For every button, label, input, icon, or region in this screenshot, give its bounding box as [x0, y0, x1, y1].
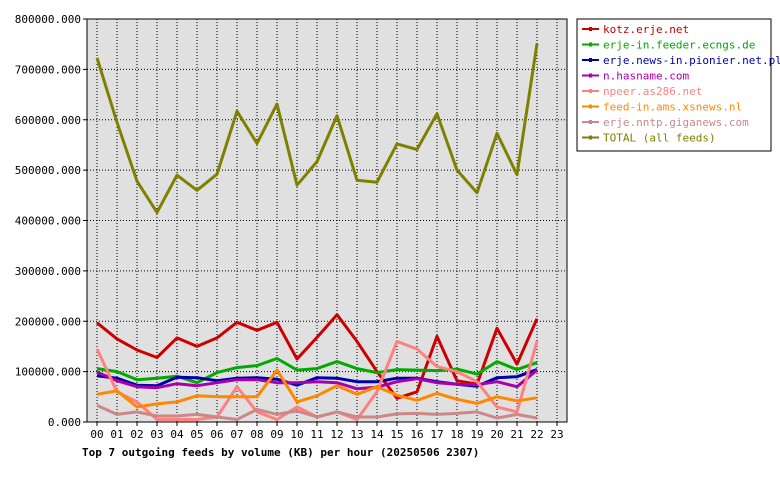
y-tick-label: 200000.000	[15, 315, 81, 328]
x-tick-label: 15	[390, 428, 403, 441]
legend-label: erje.news-in.pionier.net.pl	[603, 54, 780, 67]
x-tick-label: 04	[170, 428, 184, 441]
legend-label: n.hasname.com	[603, 70, 689, 83]
x-tick-label: 13	[350, 428, 363, 441]
legend-marker	[589, 135, 592, 140]
legend-marker	[589, 89, 592, 93]
x-tick-label: 10	[290, 428, 303, 441]
x-axis-ticks: 00 01 02 03 04 05 06 07 08 09 10 11 12 13 14 15 16 17 18 19…	[90, 422, 564, 441]
x-tick-label: 19	[470, 428, 483, 441]
y-tick-label: 800000.000	[15, 13, 81, 26]
y-tick-label: 600000.000	[15, 114, 81, 127]
y-tick-label: 300000.000	[15, 265, 81, 278]
series-line	[96, 313, 539, 400]
legend-box	[576, 18, 772, 152]
y-axis-ticks: 0.000 100000.000 200000.000 300000.000 40000…	[15, 13, 87, 429]
x-tick-label: 23	[550, 428, 563, 441]
x-tick-label: 09	[270, 428, 283, 441]
legend-label: feed-in.ams.xsnews.nl	[603, 101, 742, 114]
x-tick-label: 20	[490, 428, 503, 441]
x-tick-label: 01	[110, 428, 123, 441]
x-tick-label: 00	[90, 428, 103, 441]
legend-marker	[589, 27, 592, 31]
chart-title: Top 7 outgoing feeds by volume (KB) per …	[82, 446, 479, 459]
x-tick-label: 03	[150, 428, 163, 441]
series-lines	[95, 43, 539, 421]
legend-label: npeer.as286.net	[603, 85, 702, 98]
x-tick-label: 08	[250, 428, 263, 441]
legend-label: erje.nntp.giganews.com	[603, 116, 749, 129]
x-tick-label: 02	[130, 428, 143, 441]
y-tick-label: 700000.000	[15, 63, 81, 76]
legend-marker	[589, 58, 592, 62]
y-tick-label: 100000.000	[15, 366, 81, 379]
series-line	[96, 404, 538, 421]
x-tick-label: 18	[450, 428, 463, 441]
x-tick-label: 22	[530, 428, 543, 441]
x-tick-label: 12	[330, 428, 343, 441]
x-tick-label: 14	[370, 428, 384, 441]
series-line	[95, 43, 539, 214]
series-line	[96, 368, 538, 391]
legend-marker	[589, 42, 592, 47]
legend-label: kotz.erje.net	[603, 23, 689, 36]
grid-lines	[87, 18, 567, 423]
legend: kotz.erje.net erje-in.feeder.ecngs.de erje…	[576, 18, 780, 152]
x-tick-label: 21	[510, 428, 523, 441]
legend-marker	[589, 104, 592, 109]
legend-marker	[589, 73, 592, 78]
legend-marker	[589, 120, 592, 124]
y-tick-label: 0.000	[48, 416, 81, 429]
series-line	[96, 357, 538, 385]
x-tick-label: 11	[310, 428, 323, 441]
x-tick-label: 06	[210, 428, 223, 441]
x-tick-label: 17	[430, 428, 443, 441]
x-tick-label: 07	[230, 428, 243, 441]
legend-label: erje-in.feeder.ecngs.de	[603, 39, 755, 52]
x-tick-label: 16	[410, 428, 423, 441]
legend-label: TOTAL (all feeds)	[603, 132, 716, 145]
y-tick-label: 500000.000	[15, 164, 81, 177]
x-tick-label: 05	[190, 428, 203, 441]
y-tick-label: 400000.000	[15, 215, 81, 228]
series-line	[96, 368, 538, 409]
